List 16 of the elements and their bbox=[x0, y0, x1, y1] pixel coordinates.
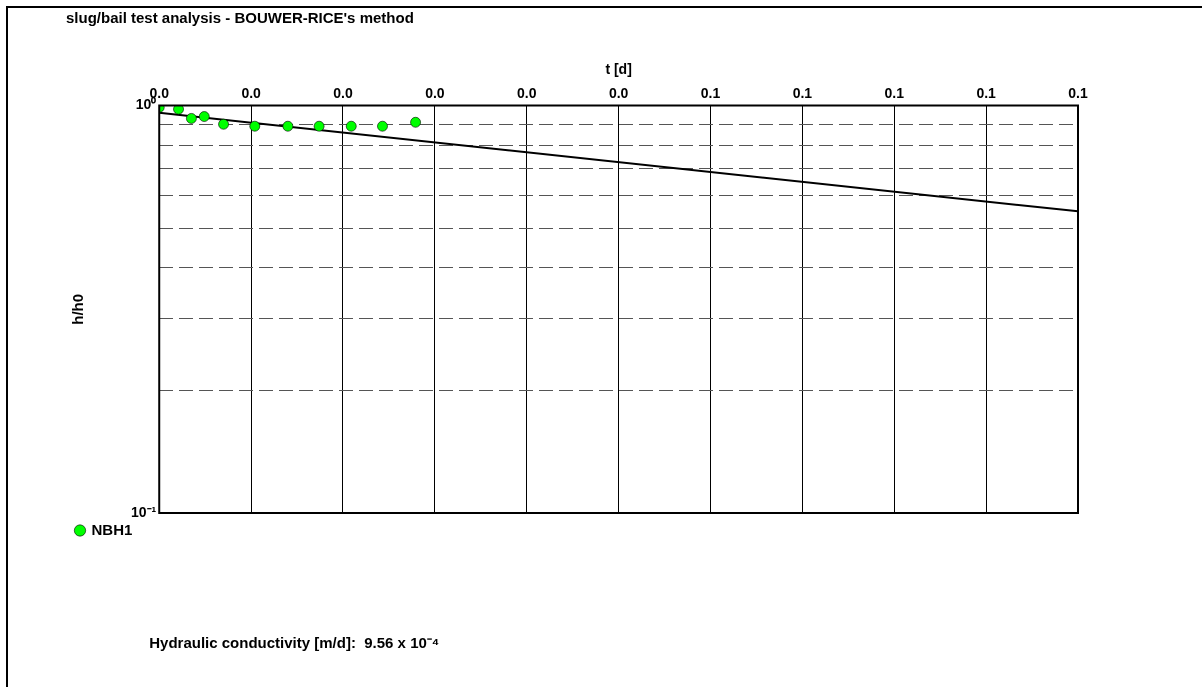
y-axis-title: h/h0 bbox=[69, 293, 87, 325]
text: Hydraulic conductivity [m/d]: 9.56 x 10⁻⁴ bbox=[149, 634, 440, 651]
x-axis-title: t [d] bbox=[605, 61, 632, 78]
x-tick-label: 0.1 bbox=[792, 85, 813, 102]
x-tick-label: 0.0 bbox=[241, 85, 262, 102]
x-tick-label: 0.0 bbox=[425, 85, 445, 102]
legend-label: NBH1 bbox=[91, 520, 133, 538]
x-tick-label: 0.1 bbox=[1068, 85, 1088, 102]
x-tick-label: 0.1 bbox=[976, 85, 997, 102]
y-tick-label: 10⁻¹ bbox=[131, 503, 157, 520]
x-tick-label: 0.1 bbox=[700, 85, 721, 102]
x-tick-label: 0.0 bbox=[333, 85, 353, 102]
x-tick-label: 0.1 bbox=[884, 85, 905, 102]
chart-title: slug/bail test analysis - BOUWER-RICE's method bbox=[66, 9, 414, 27]
x-tick-label: 0.0 bbox=[608, 85, 629, 102]
x-tick-label: 0.0 bbox=[517, 85, 537, 102]
